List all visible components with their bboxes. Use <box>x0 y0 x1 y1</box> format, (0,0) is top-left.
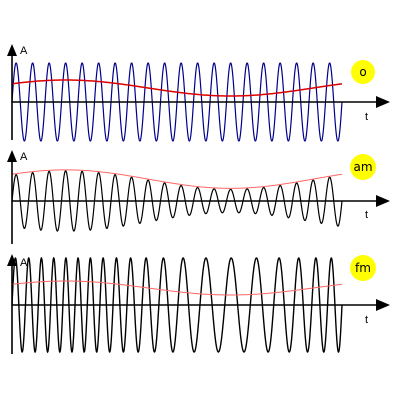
am-y-axis-label: A <box>20 151 28 163</box>
fm-message-wave <box>11 280 343 296</box>
fm-carrier-wave <box>11 256 343 354</box>
panel-o: A t o <box>7 44 390 142</box>
am-message-wave <box>11 169 343 189</box>
am-x-axis-arrow <box>376 195 390 207</box>
am-y-axis-arrow <box>7 150 17 162</box>
fm-y-axis-arrow <box>7 254 17 266</box>
o-y-axis-arrow <box>7 44 17 56</box>
am-badge <box>350 154 376 180</box>
fm-badge <box>350 255 376 281</box>
o-x-axis-label: t <box>365 111 368 123</box>
panel-am: A t am <box>7 150 390 244</box>
o-x-axis-arrow <box>376 96 390 108</box>
fm-y-axis-label: A <box>20 257 28 269</box>
o-y-axis-label: A <box>20 45 28 57</box>
o-badge-label: o <box>359 65 366 79</box>
fm-x-axis-label: t <box>365 314 368 326</box>
panel-fm: A t fm <box>7 254 390 354</box>
fm-badge-label: fm <box>355 261 371 275</box>
am-badge-label: am <box>353 160 372 174</box>
fm-x-axis-arrow <box>376 299 390 311</box>
o-badge <box>351 60 375 84</box>
am-x-axis-label: t <box>365 209 368 221</box>
o-message-wave <box>11 79 343 97</box>
